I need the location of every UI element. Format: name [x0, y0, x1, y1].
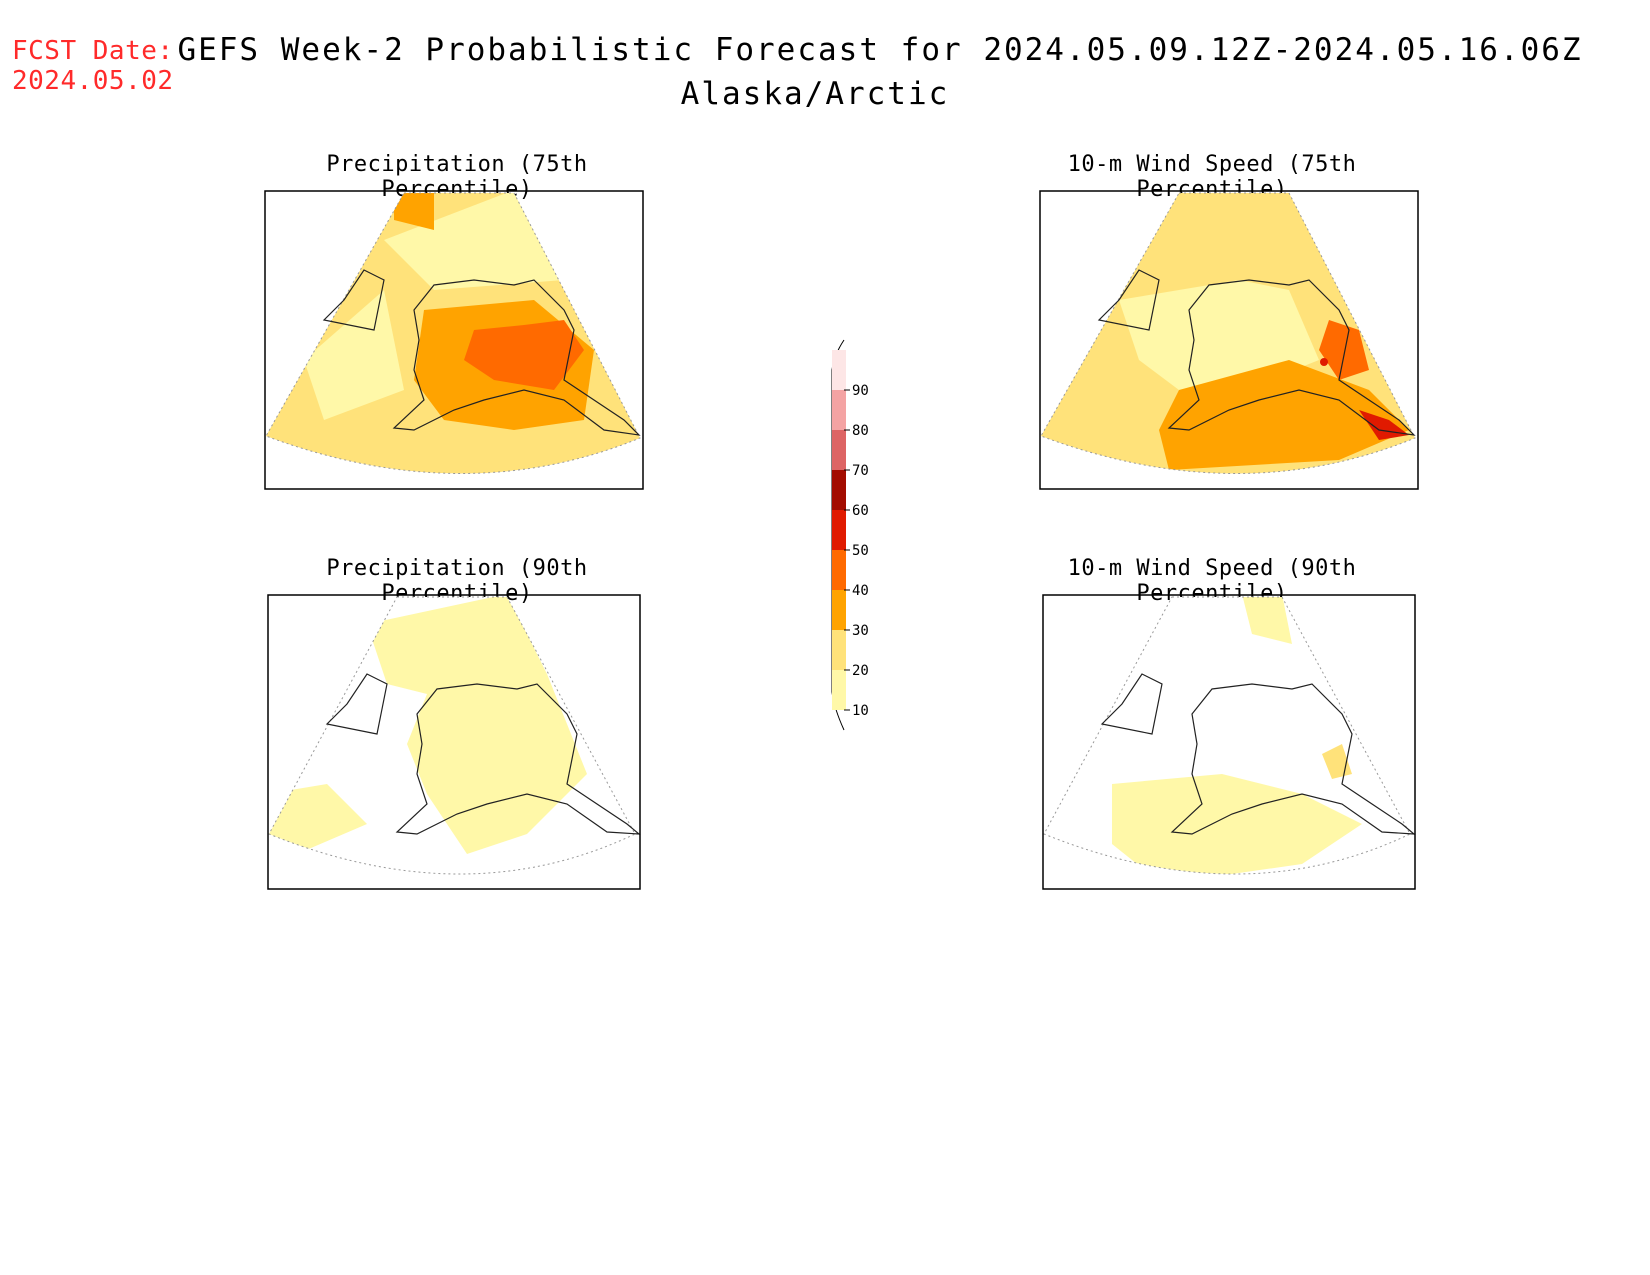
- wind75-red-spot: [1320, 358, 1328, 366]
- precip75-orange-north: [394, 193, 434, 230]
- colorbar-tick-label: 10: [852, 703, 869, 719]
- precip75-alaska-coastline: [392, 279, 641, 436]
- forecast-date-label: FCST Date:: [12, 36, 174, 66]
- wind75-siberia-coast: [1097, 269, 1160, 331]
- wind90-frame: [1042, 594, 1416, 890]
- map-panel-precip75: [264, 190, 644, 490]
- wind75-map: [1039, 190, 1419, 490]
- colorbar-tick-label: 30: [852, 623, 869, 639]
- colorbar-swatch: [832, 350, 846, 390]
- map-panel-wind75: [1039, 190, 1419, 490]
- precip75-light-area-west: [304, 290, 404, 420]
- panel-title-wind75: 10-m Wind Speed (75th Percentile): [1067, 152, 1357, 202]
- colorbar-tick-label: 70: [852, 463, 869, 479]
- wind75-orange-area: [1159, 360, 1409, 470]
- colorbar-tick-label: 40: [852, 583, 869, 599]
- precip90-siberia-coast: [325, 673, 388, 735]
- forecast-date-value: 2024.05.02: [12, 66, 174, 96]
- precip90-map: [267, 594, 641, 890]
- map-panel-wind90: [1042, 594, 1416, 890]
- precip75-map: [264, 190, 644, 490]
- colorbar-tick-label: 90: [852, 383, 869, 399]
- wind90-light-area: [1112, 774, 1362, 874]
- colorbar-swatch: [832, 470, 846, 510]
- colorbar-swatch: [832, 670, 846, 710]
- map-panel-precip90: [267, 594, 641, 890]
- precip90-light-area: [367, 597, 587, 854]
- precip90-domain-outline: [268, 596, 636, 875]
- colorbar-tick-label: 60: [852, 503, 869, 519]
- region-subtitle: Alaska/Arctic: [680, 76, 950, 112]
- colorbar-swatch: [832, 590, 846, 630]
- wind90-alaska-coastline: [1170, 683, 1416, 835]
- wind90-map: [1042, 594, 1416, 890]
- precip75-frame: [264, 190, 644, 490]
- colorbar-tick-label: 80: [852, 423, 869, 439]
- colorbar-swatch: [832, 510, 846, 550]
- colorbar-swatch: [832, 630, 846, 670]
- colorbar-swatch: [832, 430, 846, 470]
- wind75-frame: [1039, 190, 1419, 490]
- forecast-date-block: FCST Date: 2024.05.02: [12, 36, 174, 96]
- colorbar-swatch: [832, 390, 846, 430]
- wind90-domain-outline: [1043, 596, 1411, 875]
- wind90-light-area-north: [1242, 597, 1292, 644]
- precip75-dark-orange-area: [464, 320, 584, 390]
- wind90-siberia-coast: [1100, 673, 1163, 735]
- wind75-dark-orange-area: [1319, 320, 1369, 380]
- colorbar-swatch: [832, 550, 846, 590]
- precip75-siberia-coast: [322, 269, 385, 331]
- precip90-frame: [267, 594, 641, 890]
- colorbar: 90 80 70 60 50 40 30 20 10: [820, 330, 880, 754]
- wind75-alaska-coastline: [1167, 279, 1416, 436]
- precip75-light-area: [384, 193, 564, 290]
- precip90-light-area-west: [269, 784, 367, 854]
- colorbar-svg: 90 80 70 60 50 40 30 20 10: [831, 339, 869, 731]
- colorbar-tick-label: 50: [852, 543, 869, 559]
- precip90-alaska-coastline: [395, 683, 641, 835]
- wind75-light-area: [1119, 280, 1319, 390]
- colorbar-tick-label: 20: [852, 663, 869, 679]
- page-title: GEFS Week-2 Probabilistic Forecast for 2…: [177, 32, 1583, 68]
